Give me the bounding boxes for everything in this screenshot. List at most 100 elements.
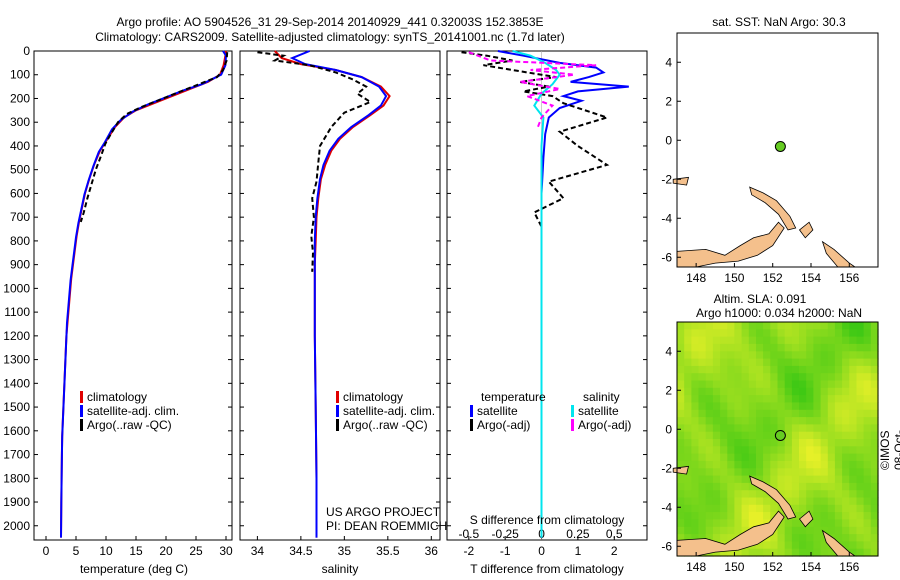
sla-cell xyxy=(712,504,721,513)
sla-cell xyxy=(777,336,786,345)
sla-cell xyxy=(741,475,750,484)
sla-cell xyxy=(784,373,793,382)
sla-cell xyxy=(813,526,822,535)
sla-cell xyxy=(863,439,872,447)
sla-cell xyxy=(834,475,843,484)
sla-cell xyxy=(827,497,836,506)
sla-cell xyxy=(712,534,721,542)
sla-cell xyxy=(727,519,736,528)
sla-cell xyxy=(705,336,714,345)
diff-frame xyxy=(446,50,648,541)
sla-cell xyxy=(834,482,843,491)
sla-cell xyxy=(712,497,721,506)
sla-cell xyxy=(791,395,800,403)
sla-cell xyxy=(756,402,764,411)
sla-cell xyxy=(777,460,786,469)
sla-cell xyxy=(842,526,850,535)
sla-cell xyxy=(705,322,714,330)
sla-cell xyxy=(834,329,843,338)
sla-cell xyxy=(748,439,757,447)
sla-cell xyxy=(856,541,865,550)
sla-cell xyxy=(820,504,829,513)
sla-cell xyxy=(777,548,786,557)
sla-cell xyxy=(820,482,829,491)
sla-cell xyxy=(791,439,800,447)
sla-cell xyxy=(677,409,685,418)
sla-cell xyxy=(863,468,872,477)
depth-tick-label: 400 xyxy=(10,139,30,153)
sla-cell xyxy=(698,351,707,360)
sla-cell xyxy=(684,409,692,418)
sla-cell xyxy=(849,534,858,542)
sla-cell xyxy=(856,497,865,506)
sla-cell xyxy=(763,453,771,462)
sla-cell xyxy=(820,475,829,484)
sla-cell xyxy=(863,322,872,330)
sla-cell xyxy=(849,490,858,499)
map_sla-land-0 xyxy=(676,510,785,557)
depth-tick-label: 1100 xyxy=(4,305,30,319)
depth-tick-label: 1600 xyxy=(3,424,30,438)
sla-cell xyxy=(791,402,800,411)
sla-cell xyxy=(856,439,865,447)
sla-cell xyxy=(834,365,843,374)
sla-cell xyxy=(705,482,714,491)
sla-cell xyxy=(834,424,843,433)
sla-cell xyxy=(691,387,700,396)
map-bottom-title1: Altim. SLA: 0.091 xyxy=(713,292,807,306)
sla-cell xyxy=(698,490,707,499)
sla-cell xyxy=(791,424,800,433)
sla-cell xyxy=(842,534,850,542)
sla-cell xyxy=(734,460,743,469)
sla-cell xyxy=(849,322,858,330)
sla-cell xyxy=(813,468,822,477)
sla-cell xyxy=(712,490,721,499)
sla-cell xyxy=(827,343,836,352)
sla-cell xyxy=(827,365,836,374)
sla-cell xyxy=(748,409,757,418)
sla-cell xyxy=(856,322,865,330)
sla-cell xyxy=(741,548,750,557)
sla-cell xyxy=(813,358,822,367)
sla-cell xyxy=(813,409,822,418)
sla-cell xyxy=(770,365,779,374)
sla-cell xyxy=(813,541,822,550)
sla-cell xyxy=(677,534,685,542)
sla-cell xyxy=(777,343,786,352)
sla-cell xyxy=(842,460,850,469)
sla-cell xyxy=(813,329,822,338)
sla-cell xyxy=(705,351,714,360)
sla-cell xyxy=(691,446,700,455)
sla-cell xyxy=(813,343,822,352)
sla-cell xyxy=(806,446,814,455)
sla-cell xyxy=(770,541,779,550)
sla-cell xyxy=(842,519,850,528)
sla-cell xyxy=(827,431,836,440)
sla-cell xyxy=(806,526,814,535)
sla-cell xyxy=(842,446,850,455)
sla-cell xyxy=(741,351,750,360)
sla-cell xyxy=(799,351,807,360)
sla-cell xyxy=(720,468,728,477)
sla-cell xyxy=(784,431,793,440)
sla-cell xyxy=(842,453,850,462)
sla-cell xyxy=(870,395,879,403)
sla-cell xyxy=(727,431,736,440)
sla-cell xyxy=(834,358,843,367)
map_sst-ytick-label: -2 xyxy=(661,172,672,186)
sla-cell xyxy=(748,446,757,455)
sla-cell xyxy=(813,387,822,396)
sla-cell xyxy=(784,526,793,535)
sla-cell xyxy=(748,460,757,469)
diff-xtick-label: 1 xyxy=(575,544,582,558)
sla-cell xyxy=(748,343,757,352)
sla-cell xyxy=(784,482,793,491)
diff-xtick-label: -1 xyxy=(500,544,511,558)
map_sst-land-0 xyxy=(676,221,785,268)
sla-cell xyxy=(770,329,779,338)
sla-cell xyxy=(813,460,822,469)
sla-cell xyxy=(820,409,829,418)
sla-cell xyxy=(799,409,807,418)
sla-cell xyxy=(712,439,721,447)
temp-xtick-label: 30 xyxy=(219,544,233,558)
